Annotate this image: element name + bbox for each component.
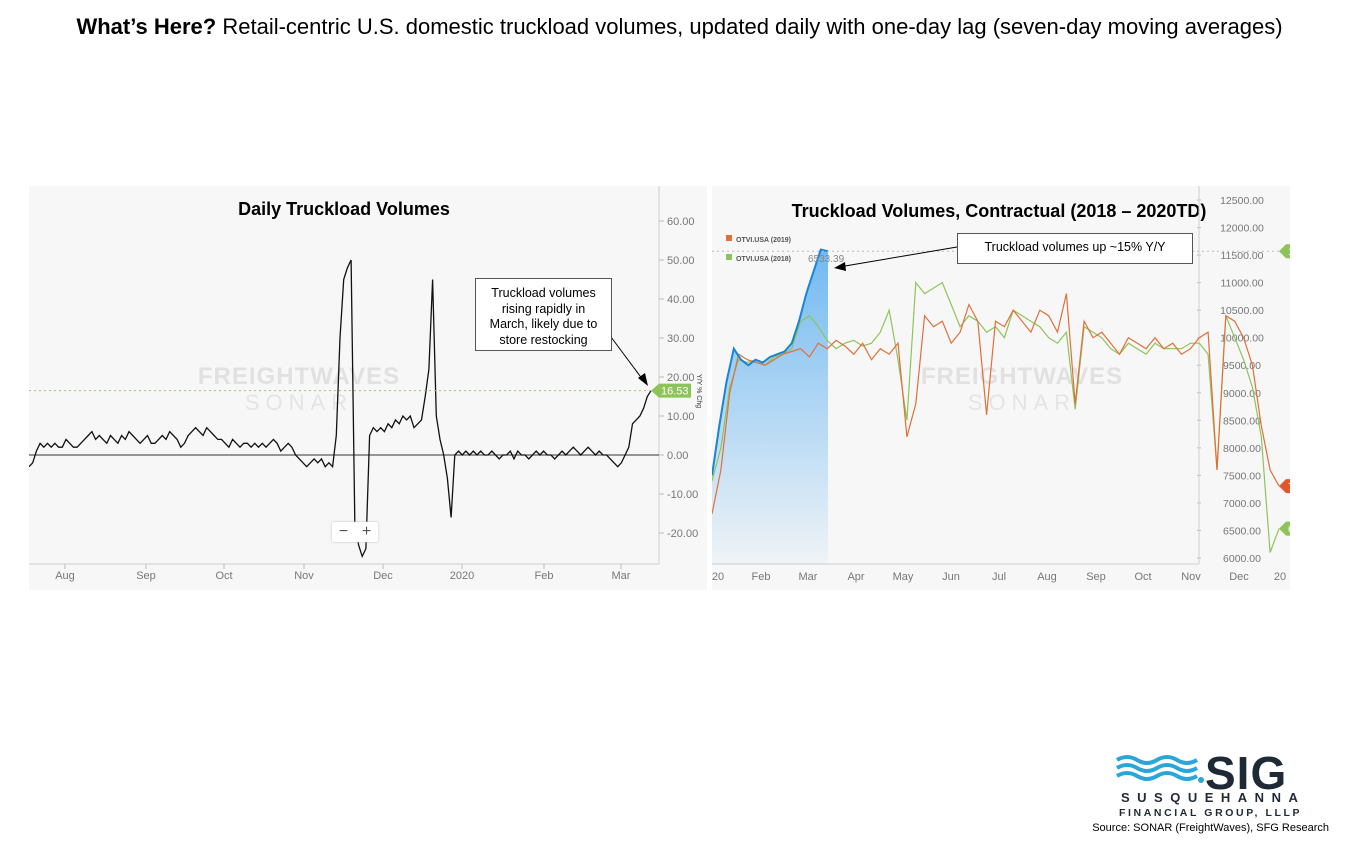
badge-2019-label: 7305.01 [1288,481,1290,493]
y-tick-label: 8500.00 [1223,415,1261,427]
waves-icon [1115,755,1204,783]
last-value-badge [651,383,691,398]
x-tick-label: Mar [612,570,631,582]
chart-title: Truckload Volumes, Contractual (2018 – 2… [792,201,1207,221]
y-tick-label: 30.00 [667,333,695,345]
y-tick-label: 11500.00 [1220,250,1263,262]
page-title: What’s Here? Retail-centric U.S. domesti… [76,14,1283,39]
x-tick-label: Oct [215,570,232,582]
x-tick-label: Dec [1229,571,1249,583]
badge-2019 [1279,479,1290,494]
x-tick-label: 2020 [450,570,474,582]
chart-title: Daily Truckload Volumes [238,199,450,219]
y-tick-label: 10500.00 [1220,305,1264,317]
x-tick-label: Feb [535,570,554,582]
x-tick-label: Jul [992,571,1006,583]
x-tick-label: Nov [294,570,314,582]
x-tick-label: Sep [136,570,156,582]
series-2020-area [712,249,828,564]
legend-swatch-2018 [726,254,732,260]
x-tick-label: Aug [1037,571,1057,583]
badge-2020-label: 11570.35 [1288,246,1290,258]
y-tick-label: 7000.00 [1223,498,1261,510]
y-tick-label: 9000.00 [1223,388,1261,400]
y-tick-label: 9500.00 [1223,360,1261,372]
y-tick-label: 40.00 [667,294,695,306]
y-tick-label: -10.00 [667,489,698,501]
x-tick-label: Oct [1134,571,1151,583]
y-tick-label: 6500.00 [1223,525,1261,537]
y-tick-label: 6000.00 [1223,553,1261,565]
y-tick-label: 8000.00 [1223,443,1261,455]
zoom-out-button[interactable]: − [338,523,349,540]
yoy-series-line [29,259,652,559]
daily-truckload-svg: Daily Truckload Volumes FREIGHTWAVESSONAR… [29,186,702,582]
series-2020-line [712,248,829,476]
last-value-label: 16.53 [661,386,689,398]
series-2019-line [712,293,1280,515]
x-tick-label: 20 [1274,571,1286,583]
y-axis-title: Y/Y % Chg [695,374,702,408]
y-tick-label: 20.00 [667,372,695,384]
y-tick-label: 7500.00 [1223,470,1261,482]
callout-arrowhead [834,262,846,271]
y-tick-label: -20.00 [667,528,698,540]
y-tick-label: 10000.00 [1220,333,1264,345]
logo-wordmark: SIG [1205,747,1288,799]
x-tick-label: Dec [373,570,393,582]
x-tick-label: Jun [942,571,960,583]
y-tick-label: 11000.00 [1220,278,1263,290]
y-tick-label: 12500.00 [1220,195,1264,207]
zoom-control: − + [332,522,378,542]
current-point-label: 6533.39 [808,254,845,265]
badge-2020 [1279,244,1290,259]
callout-arrowhead [638,373,648,386]
x-tick-label: 20 [712,571,724,583]
callout-left-line: rising rapidly in [501,301,586,316]
watermark-sonar: SONAR [245,390,353,415]
badge-2018 [1279,521,1290,536]
x-tick-label: Apr [847,571,864,583]
badge-2018-label: 6533.39 [1288,524,1290,536]
x-tick-label: Mar [799,571,818,583]
logo-subtitle: FINANCIAL GROUP, LLLP [1119,807,1303,819]
contractual-volumes-svg: Truckload Volumes, Contractual (2018 – 2… [712,186,1290,590]
sig-logo: SIG SUSQUEHANNA FINANCIAL GROUP, LLLP [1115,747,1315,820]
callout-left: Truckload volumes rising rapidly in Marc… [475,278,612,351]
legend-swatch-2019 [726,235,732,241]
y-tick-label: 50.00 [667,255,695,267]
legend-label-2019: OTVI.USA (2019) [736,237,791,244]
callout-right: Truckload volumes up ~15% Y/Y [957,233,1193,264]
logo-name: SUSQUEHANNA [1121,790,1306,805]
x-tick-label: Feb [752,571,771,583]
callout-left-line: store restocking [499,332,588,347]
y-tick-label: 12000.00 [1220,223,1264,235]
y-axis-area [1284,186,1290,590]
y-tick-label: 10.00 [667,411,695,423]
y-tick-label: 60.00 [667,216,695,228]
watermark-freightwaves: FREIGHTWAVES [921,363,1123,390]
callout-pointer [610,336,644,381]
zoom-in-button[interactable]: + [361,523,372,540]
callout-left-line: Truckload volumes [491,286,596,300]
source-note: Source: SONAR (FreightWaves), SFG Resear… [1092,822,1329,834]
x-tick-label: Nov [1181,571,1201,583]
legend-label-2018: OTVI.USA (2018) [736,256,791,263]
callout-pointer [844,246,958,267]
watermark-freightwaves: FREIGHTWAVES [198,363,400,390]
x-tick-label: Sep [1086,571,1106,583]
x-tick-label: Aug [55,570,75,582]
callout-left-line: March, likely due to [489,317,598,331]
x-tick-label: May [893,571,914,583]
y-tick-label: 0.00 [667,450,688,462]
